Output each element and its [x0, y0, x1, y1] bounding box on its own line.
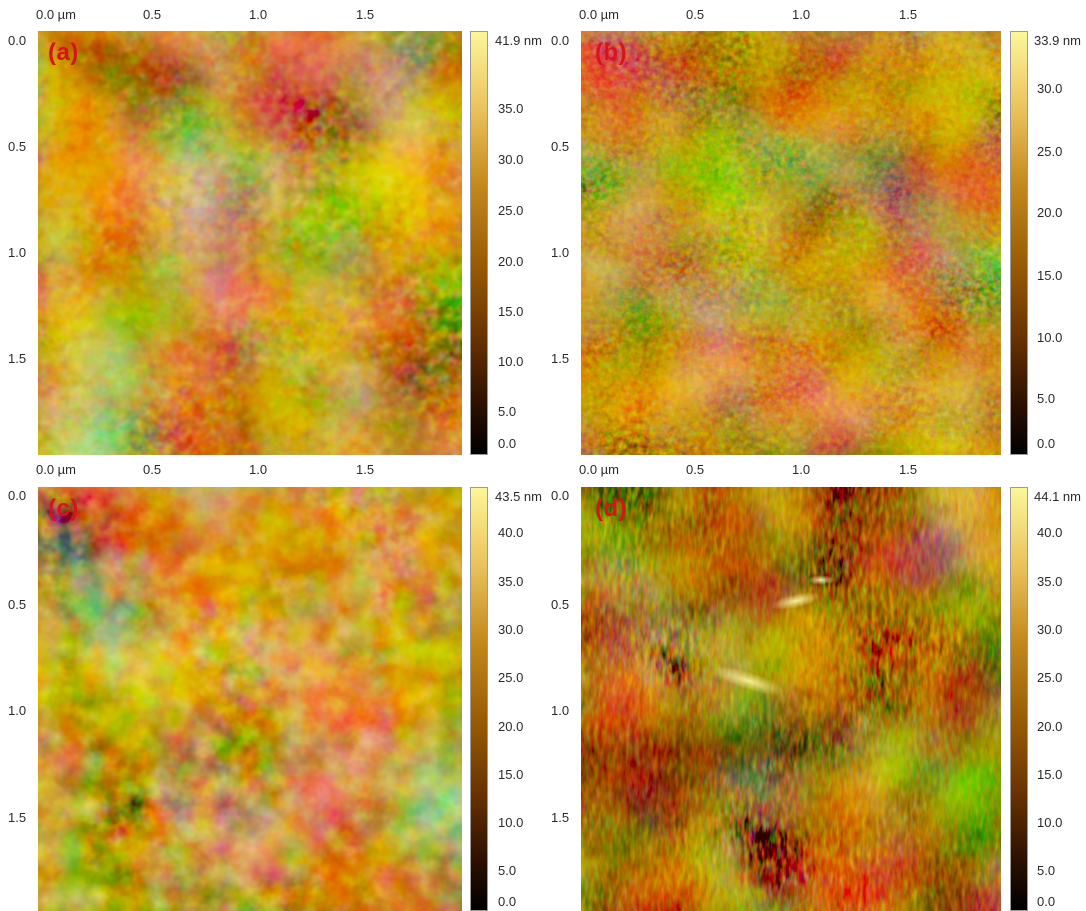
colorbar-tick: 40.0	[1037, 525, 1063, 540]
height-colorbar	[1010, 487, 1028, 911]
height-colorbar	[470, 31, 488, 455]
colorbar-max-label: 44.1 nm	[1034, 489, 1081, 504]
colorbar-tick: 0.0	[1037, 894, 1056, 909]
x-tick: 1.5	[899, 7, 918, 22]
y-tick: 1.0	[8, 245, 27, 260]
afm-height-map: (a)	[38, 31, 462, 455]
colorbar-tick: 0.0	[498, 894, 517, 909]
panel-label: (b)	[595, 39, 628, 66]
afm-topography-image	[581, 31, 1001, 455]
colorbar-tick: 5.0	[498, 863, 517, 878]
colorbar-tick: 5.0	[498, 404, 517, 419]
x-tick: 0.5	[686, 462, 705, 477]
afm-topography-image	[38, 487, 462, 911]
x-tick: 1.5	[356, 462, 375, 477]
colorbar-tick: 30.0	[1037, 81, 1063, 96]
colorbar-tick: 10.0	[498, 815, 524, 830]
colorbar-tick: 15.0	[498, 304, 524, 319]
y-tick: 1.0	[8, 703, 27, 718]
colorbar-tick: 30.0	[1037, 622, 1063, 637]
y-tick: 1.5	[551, 351, 570, 366]
colorbar-tick: 10.0	[1037, 815, 1063, 830]
bright-grain	[770, 592, 822, 610]
bright-grain	[807, 575, 835, 585]
panel-label: (d)	[595, 495, 628, 522]
x-tick: 0.5	[686, 7, 705, 22]
panel-label: (a)	[48, 39, 79, 66]
afm-height-map: (d)	[581, 487, 1001, 911]
colorbar-tick: 20.0	[1037, 205, 1063, 220]
x-tick: 0.0 µm	[579, 462, 620, 477]
bright-grain	[712, 666, 786, 696]
x-tick: 1.0	[792, 462, 811, 477]
x-tick: 1.0	[792, 7, 811, 22]
colorbar-max-label: 33.9 nm	[1034, 33, 1081, 48]
x-tick: 0.0 µm	[36, 462, 77, 477]
afm-topography-image	[38, 31, 462, 455]
colorbar-tick: 35.0	[498, 574, 524, 589]
colorbar-max-label: 41.9 nm	[495, 33, 542, 48]
afm-panel-c: 0.0 µm 0.5 1.0 1.5 0.0 0.5 1.0 1.5	[0, 455, 543, 911]
colorbar-tick: 20.0	[498, 719, 524, 734]
afm-topography-image	[581, 487, 1001, 911]
y-tick: 0.5	[8, 139, 27, 154]
colorbar-tick: 25.0	[1037, 144, 1063, 159]
colorbar-tick: 10.0	[1037, 330, 1063, 345]
afm-height-map: (b)	[581, 31, 1001, 455]
x-tick: 0.0 µm	[579, 7, 620, 22]
y-tick: 0.0	[551, 33, 570, 48]
y-tick: 1.5	[8, 810, 27, 825]
height-colorbar	[470, 487, 488, 911]
colorbar-tick: 30.0	[498, 152, 524, 167]
colorbar-tick: 20.0	[1037, 719, 1063, 734]
y-tick: 1.5	[8, 351, 27, 366]
colorbar-tick: 40.0	[498, 525, 524, 540]
y-tick: 0.5	[551, 597, 570, 612]
x-tick: 1.0	[249, 462, 268, 477]
colorbar-tick: 0.0	[498, 436, 517, 451]
colorbar-tick: 30.0	[498, 622, 524, 637]
x-tick: 1.0	[249, 7, 268, 22]
x-tick: 1.5	[899, 462, 918, 477]
y-tick: 0.5	[8, 597, 27, 612]
y-tick: 1.0	[551, 703, 570, 718]
colorbar-tick: 15.0	[1037, 767, 1063, 782]
colorbar-tick: 15.0	[498, 767, 524, 782]
afm-panel-d: 0.0 µm 0.5 1.0 1.5 0.0 0.5 1.0 1.5	[543, 455, 1086, 911]
height-colorbar	[1010, 31, 1028, 455]
y-tick: 0.5	[551, 139, 570, 154]
y-tick: 1.5	[551, 810, 570, 825]
y-tick: 1.0	[551, 245, 570, 260]
x-tick: 0.0 µm	[36, 7, 77, 22]
y-tick: 0.0	[8, 488, 27, 503]
colorbar-tick: 20.0	[498, 254, 524, 269]
colorbar-tick: 10.0	[498, 354, 524, 369]
colorbar-tick: 5.0	[1037, 391, 1056, 406]
x-tick: 0.5	[143, 462, 162, 477]
afm-panel-a: 0.0 µm 0.5 1.0 1.5 0.0 0.5 1.0 1.5	[0, 0, 543, 455]
colorbar-tick: 25.0	[498, 203, 524, 218]
colorbar-tick: 35.0	[1037, 574, 1063, 589]
colorbar-tick: 0.0	[1037, 436, 1056, 451]
colorbar-tick: 25.0	[498, 670, 524, 685]
y-tick: 0.0	[551, 488, 570, 503]
afm-panel-b: 0.0 µm 0.5 1.0 1.5 0.0 0.5 1.0 1.5	[543, 0, 1086, 455]
afm-height-map: (c)	[38, 487, 462, 911]
colorbar-tick: 35.0	[498, 101, 524, 116]
y-tick: 0.0	[8, 33, 27, 48]
colorbar-max-label: 43.5 nm	[495, 489, 542, 504]
colorbar-tick: 5.0	[1037, 863, 1056, 878]
colorbar-tick: 25.0	[1037, 670, 1063, 685]
panel-label: (c)	[48, 495, 79, 522]
colorbar-tick: 15.0	[1037, 268, 1063, 283]
x-tick: 1.5	[356, 7, 375, 22]
x-tick: 0.5	[143, 7, 162, 22]
